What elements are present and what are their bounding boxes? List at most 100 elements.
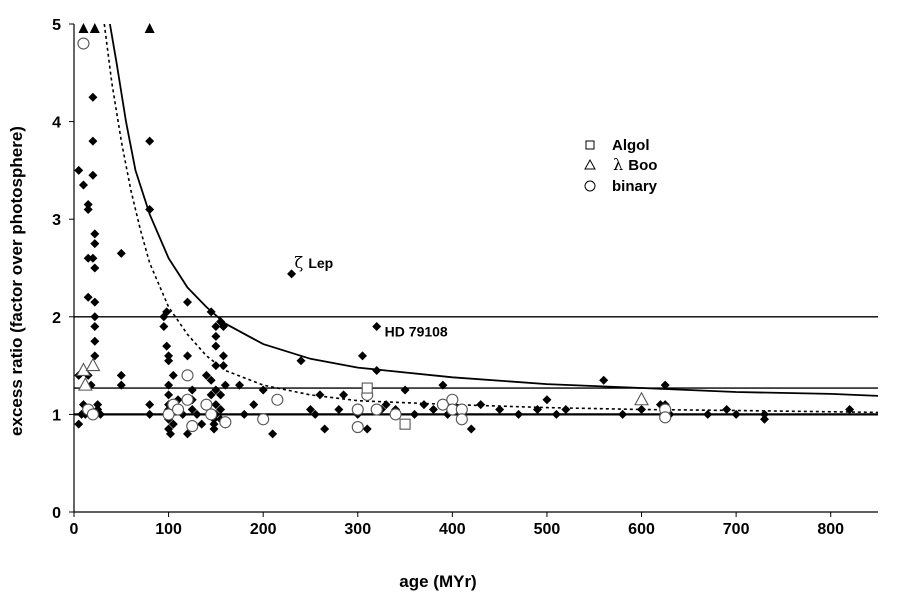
data-point-diamond xyxy=(400,385,410,395)
data-point-diamond xyxy=(216,405,226,415)
data-point-diamond xyxy=(145,400,155,410)
data-point-diamond xyxy=(287,269,297,279)
data-point-diamond xyxy=(759,414,769,424)
data-point-diamond xyxy=(206,375,216,385)
data-point-diamond xyxy=(116,248,126,258)
y-tick-label: 2 xyxy=(52,310,61,327)
data-point-circle xyxy=(351,403,364,416)
data-point-diamond xyxy=(268,429,278,439)
data-point-diamond xyxy=(211,341,221,351)
x-tick-label: 0 xyxy=(70,521,79,538)
data-point-diamond xyxy=(83,253,93,263)
data-point-diamond xyxy=(164,390,174,400)
data-point-diamond xyxy=(183,351,193,361)
data-point-circle xyxy=(200,398,213,411)
legend-label-lambda-boo: λ Boo xyxy=(613,155,657,174)
x-tick-label: 800 xyxy=(817,521,844,538)
data-point-diamond xyxy=(703,409,713,419)
data-point-diamond xyxy=(90,297,100,307)
data-point-diamond xyxy=(168,419,178,429)
data-point-diamond xyxy=(372,365,382,375)
data-point-diamond xyxy=(164,351,174,361)
series-square xyxy=(361,382,411,430)
data-point-diamond xyxy=(74,165,84,175)
data-point-diamond xyxy=(209,424,219,434)
data-point-diamond xyxy=(197,419,207,429)
data-point-diamond xyxy=(164,380,174,390)
data-point-diamond xyxy=(532,405,542,415)
data-point-circle xyxy=(351,421,364,434)
legend-label-binary: binary xyxy=(612,178,658,195)
data-point-diamond xyxy=(218,322,228,332)
x-tick-label: 300 xyxy=(344,521,371,538)
data-point-diamond xyxy=(476,400,486,410)
data-point-diamond xyxy=(90,351,100,361)
data-point-diamond xyxy=(206,307,216,317)
data-point-diamond xyxy=(145,136,155,146)
data-point-circle xyxy=(389,408,402,421)
series-triangle xyxy=(76,357,649,406)
data-point-diamond xyxy=(159,322,169,332)
data-point-diamond xyxy=(162,307,172,317)
legend-label-algol: Algol xyxy=(612,137,650,154)
data-point-circle xyxy=(205,408,218,421)
data-point-circle xyxy=(219,416,232,429)
y-tick-label: 1 xyxy=(52,407,61,424)
data-point-diamond xyxy=(88,170,98,180)
data-point-diamond xyxy=(206,390,216,400)
data-point-diamond xyxy=(90,263,100,273)
data-point-diamond xyxy=(192,409,202,419)
data-point-diamond xyxy=(218,351,228,361)
data-point-diamond xyxy=(759,409,769,419)
annotation-zeta-lep: ζ Lep xyxy=(295,253,334,272)
data-point-diamond xyxy=(201,370,211,380)
data-point-filled-triangle xyxy=(78,23,89,33)
data-point-diamond xyxy=(145,204,155,214)
data-point-circle xyxy=(171,403,185,416)
data-point-diamond xyxy=(162,341,172,351)
data-point-diamond xyxy=(93,400,103,410)
data-point-square xyxy=(399,418,411,430)
data-point-triangle xyxy=(85,357,101,372)
data-point-diamond xyxy=(372,322,382,332)
data-point-diamond xyxy=(466,424,476,434)
legend-triangle-icon xyxy=(584,158,596,170)
data-point-diamond xyxy=(495,405,505,415)
data-point-circle xyxy=(86,408,99,421)
legend-circle-icon xyxy=(584,180,596,192)
data-point-diamond xyxy=(410,409,420,419)
data-point-circle xyxy=(271,393,284,406)
data-point-triangle xyxy=(77,376,93,391)
legend-square-icon xyxy=(585,140,595,150)
data-point-diamond xyxy=(428,405,438,415)
data-point-diamond xyxy=(83,200,93,210)
data-point-circle xyxy=(181,393,194,406)
data-point-diamond xyxy=(305,405,315,415)
data-point-diamond xyxy=(315,390,325,400)
data-point-diamond xyxy=(78,180,88,190)
data-point-diamond xyxy=(239,409,249,419)
x-tick-label: 100 xyxy=(155,521,182,538)
data-point-circle xyxy=(257,413,270,426)
y-tick-label: 4 xyxy=(52,115,61,132)
data-point-diamond xyxy=(164,356,174,366)
data-point-diamond xyxy=(551,409,561,419)
x-axis-label: age (MYr) xyxy=(399,572,476,591)
data-point-diamond xyxy=(116,380,126,390)
series-filled-triangle xyxy=(78,23,155,33)
data-point-diamond xyxy=(249,400,259,410)
y-tick-label: 0 xyxy=(52,505,61,522)
data-point-circle xyxy=(162,408,175,421)
data-point-diamond xyxy=(357,351,367,361)
solid-fit-curve xyxy=(109,24,878,397)
data-point-diamond xyxy=(187,405,197,415)
data-point-diamond xyxy=(183,297,193,307)
data-point-diamond xyxy=(381,400,391,410)
data-point-diamond xyxy=(88,253,98,263)
data-point-circle xyxy=(659,411,672,424)
data-point-diamond xyxy=(599,375,609,385)
data-point-triangle xyxy=(634,391,649,406)
data-point-diamond xyxy=(83,292,93,302)
